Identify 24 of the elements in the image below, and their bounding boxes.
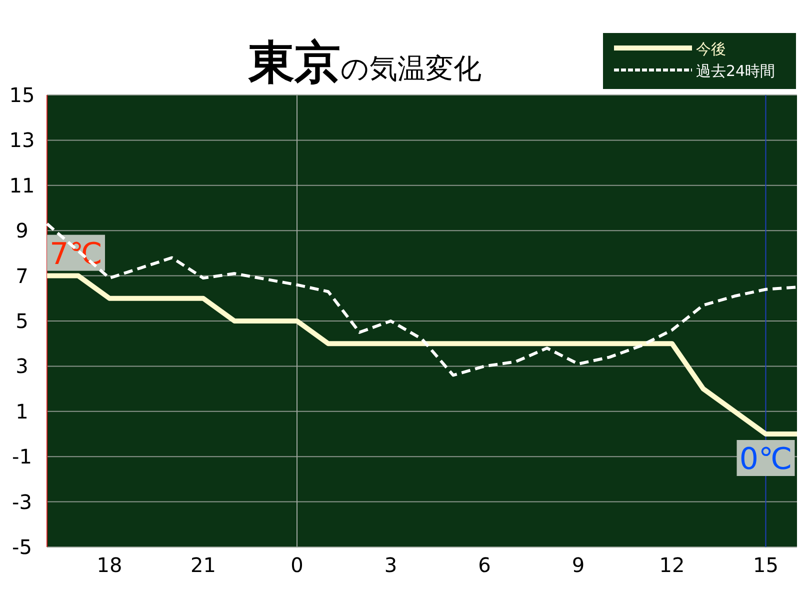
y-tick-label: -3: [12, 490, 32, 514]
y-tick-label: 15: [9, 83, 35, 107]
chart-title: 東京の気温変化: [248, 35, 482, 89]
y-tick-label: 9: [16, 218, 28, 243]
annotation: 0℃: [739, 442, 792, 477]
x-tick-label: 15: [753, 553, 778, 577]
y-tick-label: 3: [16, 354, 28, 378]
text: 過去24時間: [696, 62, 776, 80]
x-tick-label: 3: [384, 553, 398, 577]
y-tick-label: -5: [12, 535, 32, 559]
y-tick-label: 5: [16, 309, 28, 333]
x-tick-label: 6: [478, 553, 491, 577]
y-tick-label: 7: [16, 264, 28, 288]
y-tick-label: -1: [12, 444, 32, 469]
x-tick-label: 12: [659, 553, 685, 577]
text: 今後: [696, 40, 726, 58]
line-series: [46, 222, 798, 377]
x-tick-label: 18: [96, 553, 122, 577]
x-tick-label: 0: [290, 553, 304, 577]
x-tick-label: 21: [190, 553, 216, 577]
x-tick-label: 9: [572, 553, 585, 577]
y-tick-label: 11: [9, 173, 35, 198]
y-tick-label: 1: [16, 399, 28, 424]
y-tick-label: 13: [9, 128, 35, 152]
